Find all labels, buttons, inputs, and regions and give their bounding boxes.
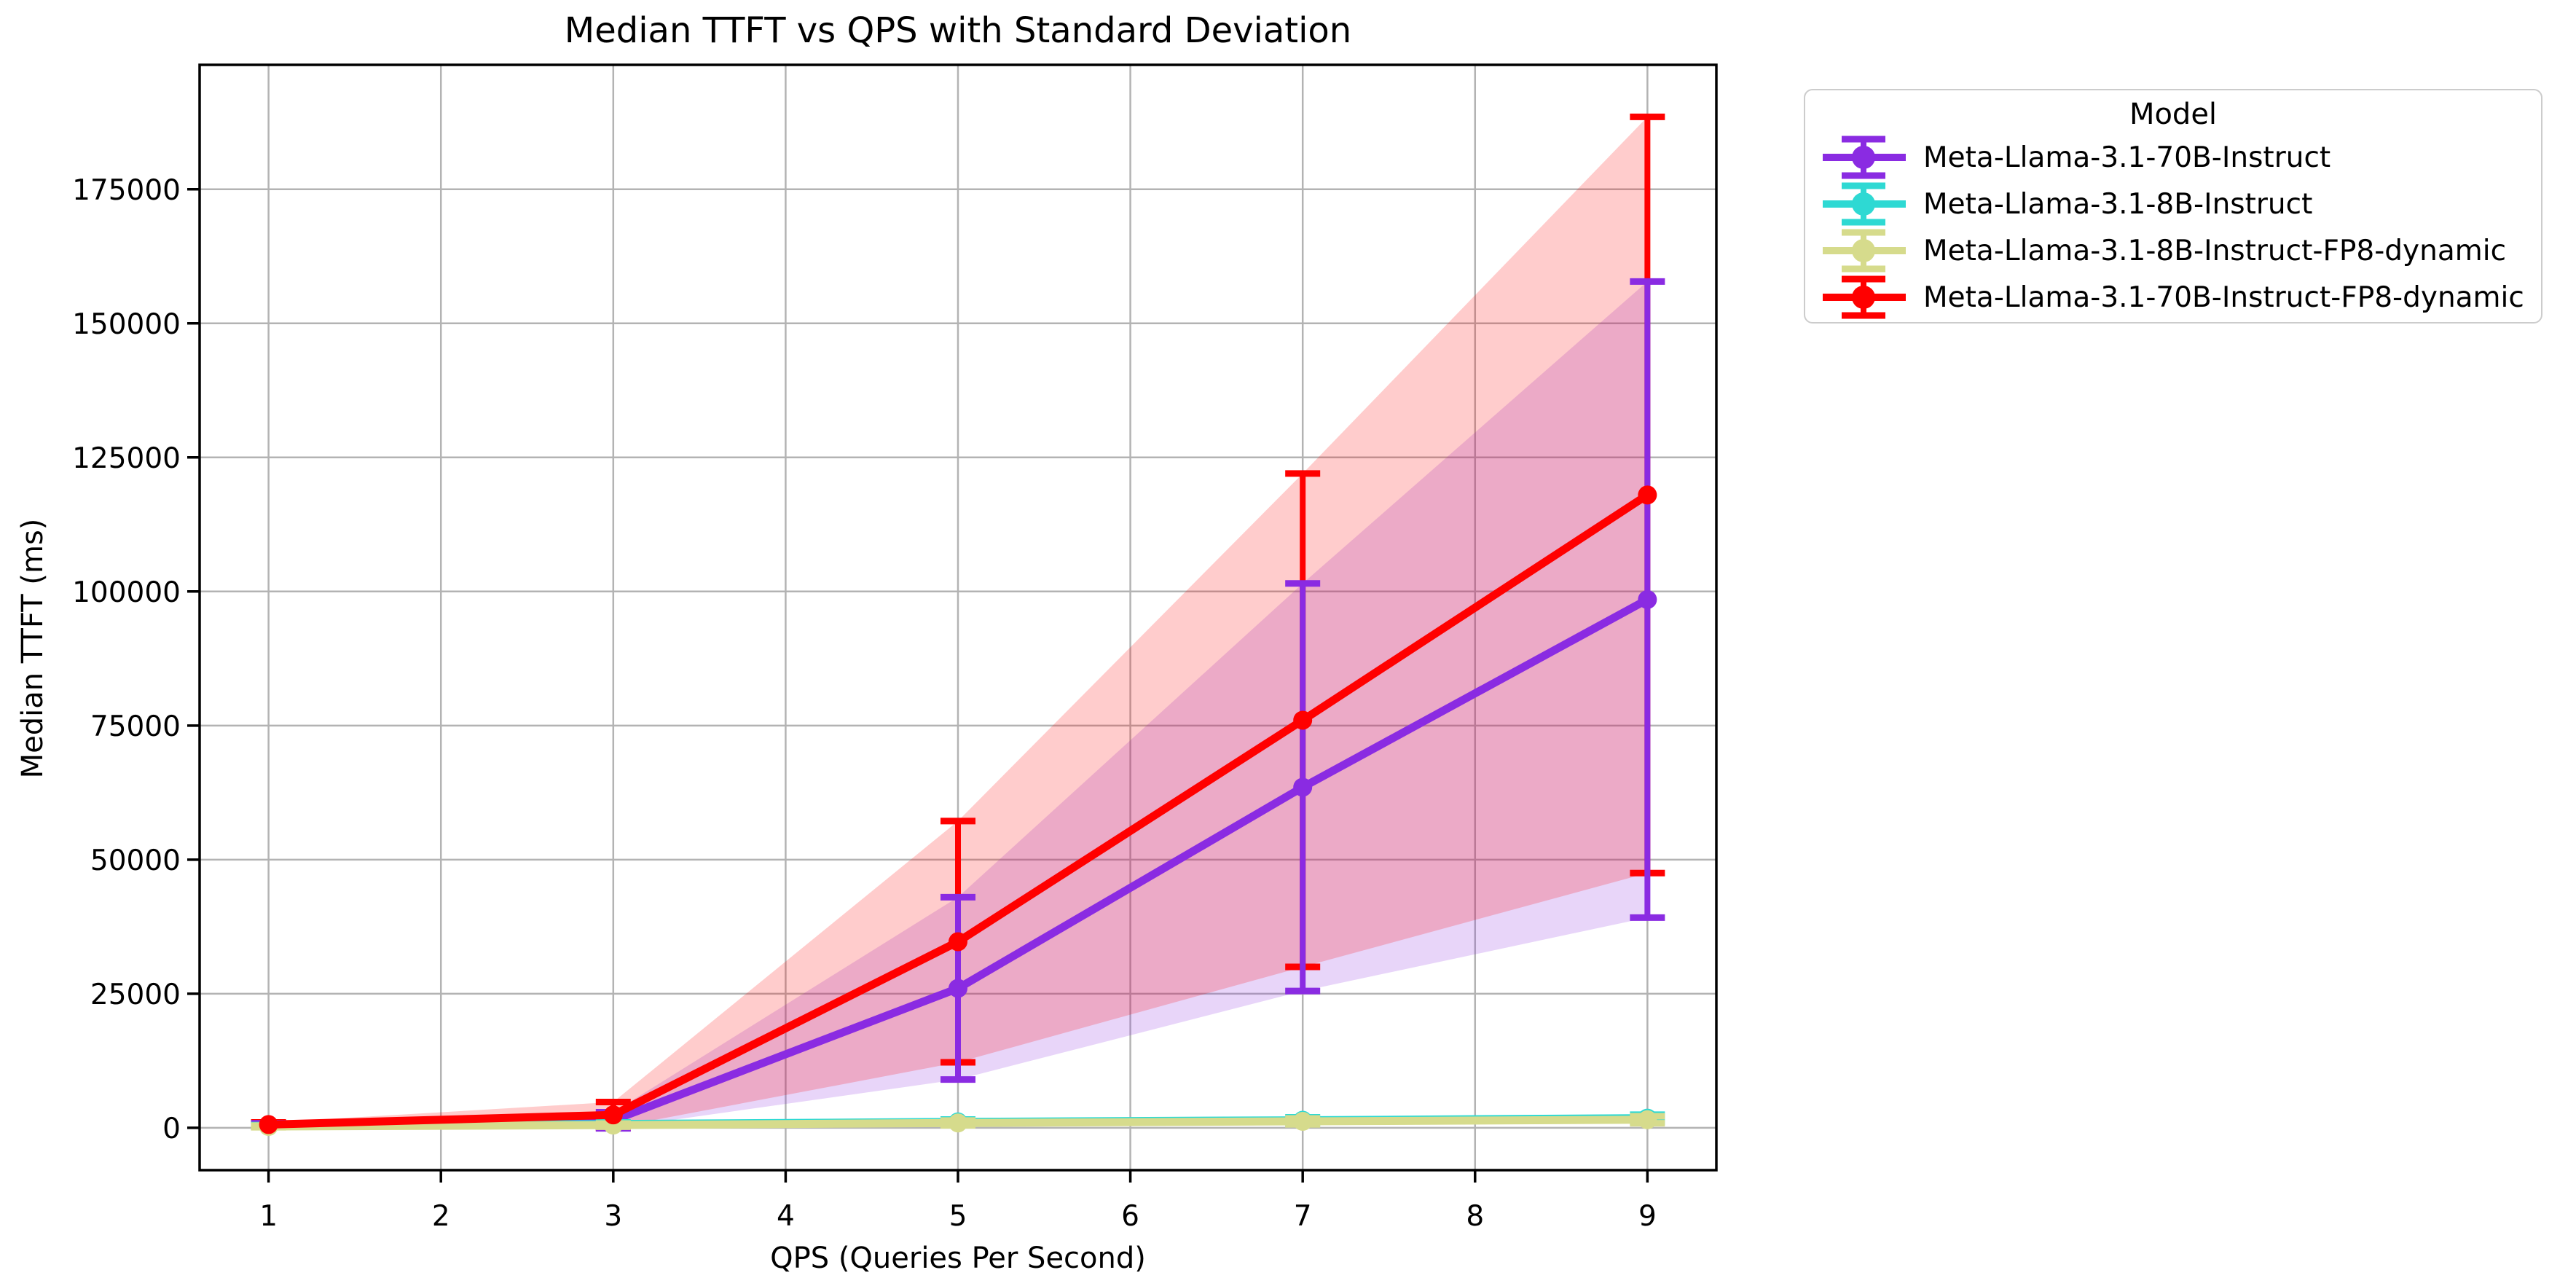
legend-item-label: Meta-Llama-3.1-70B-Instruct: [1923, 141, 2331, 174]
x-tick-label: 1: [259, 1200, 278, 1233]
x-tick-label: 2: [432, 1200, 450, 1233]
legend-errorbar-swatch: [1823, 136, 1906, 179]
legend-item: Meta-Llama-3.1-70B-Instruct: [1821, 134, 2541, 181]
legend-title: Model: [2129, 98, 2218, 131]
x-tick-label: 5: [949, 1200, 967, 1233]
y-tick-label: 50000: [90, 844, 181, 877]
legend-item-label: Meta-Llama-3.1-8B-Instruct: [1923, 187, 2313, 221]
legend-item: Meta-Llama-3.1-8B-Instruct-FP8-dynamic: [1821, 227, 2541, 274]
legend: Model Meta-Llama-3.1-70B-Instruct Meta-Ll…: [1804, 89, 2542, 324]
legend-errorbar-swatch: [1823, 229, 1906, 273]
y-tick-label: 175000: [72, 174, 181, 207]
data-point: [603, 1105, 623, 1125]
data-point: [1638, 485, 1657, 505]
data-point: [259, 1115, 278, 1134]
legend-errorbar-swatch: [1823, 182, 1906, 226]
y-tick-label: 100000: [72, 576, 181, 609]
legend-item-label: Meta-Llama-3.1-8B-Instruct-FP8-dynamic: [1923, 234, 2507, 267]
legend-item: Meta-Llama-3.1-8B-Instruct: [1821, 181, 2541, 227]
x-axis-label: QPS (Queries Per Second): [770, 1242, 1146, 1275]
data-point: [1638, 589, 1657, 609]
x-tick-label: 7: [1294, 1200, 1312, 1233]
y-tick-label: 75000: [90, 710, 181, 743]
data-point: [949, 1113, 967, 1133]
data-point: [1293, 1112, 1313, 1132]
x-tick-label: 4: [777, 1200, 795, 1233]
x-tick-label: 6: [1121, 1200, 1139, 1233]
legend-item-label: Meta-Llama-3.1-70B-Instruct-FP8-dynamic: [1923, 281, 2524, 314]
y-tick-label: 150000: [72, 308, 181, 341]
legend-item: Meta-Llama-3.1-70B-Instruct-FP8-dynamic: [1821, 274, 2541, 321]
data-point: [949, 979, 967, 998]
y-tick-label: 125000: [72, 442, 181, 475]
legend-items: Meta-Llama-3.1-70B-Instruct Meta-Llama-3.…: [1821, 134, 2541, 321]
y-axis-label: Median TTFT (ms): [16, 519, 50, 779]
y-tick-label: 0: [162, 1113, 181, 1145]
y-tick-label: 25000: [90, 979, 181, 1011]
data-point: [1293, 777, 1313, 797]
x-tick-label: 3: [604, 1200, 622, 1233]
x-tick-label: 9: [1638, 1200, 1657, 1233]
x-tick-label: 8: [1466, 1200, 1484, 1233]
data-point: [949, 932, 967, 952]
legend-errorbar-swatch: [1823, 275, 1906, 319]
chart-title: Median TTFT vs QPS with Standard Deviati…: [565, 10, 1351, 51]
data-point: [1638, 1110, 1657, 1129]
data-point: [1293, 710, 1313, 730]
